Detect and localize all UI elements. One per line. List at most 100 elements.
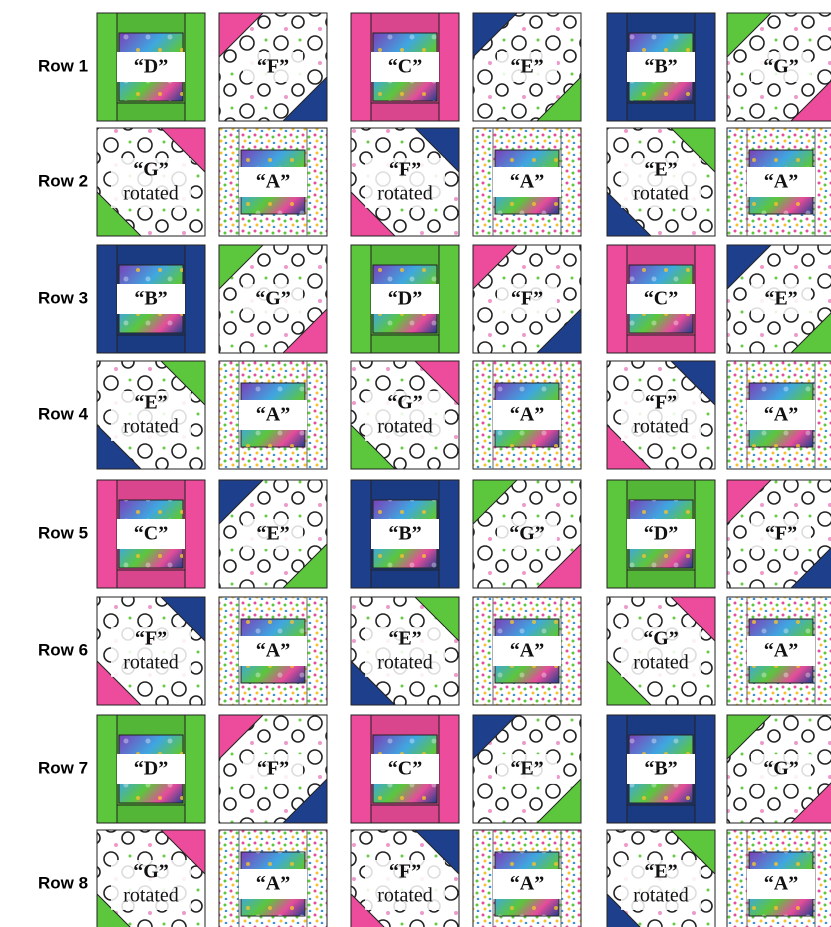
- quilt-block: “D”: [606, 479, 716, 589]
- label-box: [243, 754, 303, 784]
- corner-triangle: [726, 12, 773, 59]
- block-label: “F”: [257, 758, 289, 780]
- corner-triangle: [218, 244, 265, 291]
- label-box: [493, 400, 561, 430]
- quilt-block: “E”: [726, 244, 831, 354]
- corner-triangle: [472, 12, 519, 59]
- label-box: [239, 400, 307, 430]
- row-label: Row 2: [38, 171, 88, 190]
- label-box: [627, 284, 695, 314]
- quilt-block: “F”rotated: [350, 829, 460, 927]
- quilt-block: “G”rotated: [96, 829, 206, 927]
- label-box: [365, 158, 445, 208]
- label-box: [497, 754, 557, 784]
- label-box: [747, 869, 815, 899]
- label-box: [243, 284, 303, 314]
- quilt-block: “B”: [96, 244, 206, 354]
- block-label: “B”: [644, 56, 677, 78]
- corner-triangle: [96, 423, 143, 470]
- block-label: “A”: [510, 873, 544, 895]
- block-label: “A”: [256, 873, 290, 895]
- block-note: rotated: [633, 652, 689, 674]
- label-box: [497, 52, 557, 82]
- quilt-block: “C”: [606, 244, 716, 354]
- block-label: “B”: [134, 288, 167, 310]
- corner-triangle: [159, 360, 206, 407]
- block-label: “F”: [645, 392, 677, 414]
- label-box: [627, 52, 695, 82]
- corner-triangle: [472, 714, 519, 761]
- quilt-block: “E”rotated: [606, 829, 716, 927]
- block-label: “A”: [764, 171, 798, 193]
- quilt-block: “A”: [726, 829, 831, 927]
- label-box: [243, 52, 303, 82]
- block-note: rotated: [377, 652, 433, 674]
- label-box: [111, 391, 191, 441]
- quilt-block: “A”: [472, 596, 582, 706]
- label-box: [111, 158, 191, 208]
- block-label: “F”: [389, 159, 421, 181]
- label-box: [621, 860, 701, 910]
- row-label: Row 4: [38, 404, 89, 423]
- label-box: [117, 52, 185, 82]
- quilt-block: “E”: [472, 12, 582, 122]
- corner-triangle: [472, 244, 519, 291]
- block-label: “F”: [765, 523, 797, 545]
- quilt-block: “F”: [472, 244, 582, 354]
- label-box: [751, 754, 811, 784]
- block-label: “G”: [509, 523, 545, 545]
- label-box: [239, 167, 307, 197]
- row-label: Row 1: [38, 56, 88, 75]
- quilt-block: “B”: [606, 714, 716, 824]
- quilt-block: “A”: [218, 360, 328, 470]
- corner-triangle: [281, 777, 328, 824]
- block-label: “E”: [510, 758, 543, 780]
- block-label: “E”: [388, 628, 421, 650]
- corner-triangle: [606, 190, 653, 237]
- corner-triangle: [218, 479, 265, 526]
- corner-triangle: [159, 596, 206, 643]
- quilt-block: “F”: [726, 479, 831, 589]
- quilt-block: “D”: [350, 244, 460, 354]
- block-label: “A”: [764, 404, 798, 426]
- quilt-block: “A”: [472, 127, 582, 237]
- block-label: “E”: [644, 159, 677, 181]
- quilt-block: “F”rotated: [96, 596, 206, 706]
- row-label: Row 8: [38, 873, 88, 892]
- corner-triangle: [789, 782, 831, 824]
- row-label: Row 7: [38, 758, 88, 777]
- block-label: “G”: [763, 758, 799, 780]
- corner-triangle: [472, 479, 519, 526]
- block-note: rotated: [377, 885, 433, 907]
- block-label: “F”: [511, 288, 543, 310]
- block-label: “C”: [134, 523, 168, 545]
- quilt-block: “C”: [350, 12, 460, 122]
- quilt-block: “E”: [472, 714, 582, 824]
- corner-triangle: [669, 127, 716, 174]
- quilt-block: “E”rotated: [96, 360, 206, 470]
- block-label: “G”: [133, 861, 169, 883]
- block-label: “F”: [135, 628, 167, 650]
- block-label: “A”: [764, 640, 798, 662]
- corner-triangle: [535, 75, 582, 122]
- quilt-block: “G”rotated: [350, 360, 460, 470]
- block-label: “G”: [643, 628, 679, 650]
- label-box: [371, 52, 439, 82]
- label-box: [239, 869, 307, 899]
- corner-triangle: [413, 596, 460, 643]
- block-label: “G”: [763, 56, 799, 78]
- corner-triangle: [281, 307, 328, 354]
- quilt-block: “A”: [472, 829, 582, 927]
- block-note: rotated: [123, 652, 179, 674]
- corner-triangle: [535, 542, 582, 589]
- corner-triangle: [413, 360, 460, 407]
- corner-triangle: [350, 423, 397, 470]
- block-label: “D”: [134, 56, 168, 78]
- label-box: [497, 519, 557, 549]
- corner-triangle: [281, 542, 328, 589]
- quilt-block: “F”: [218, 714, 328, 824]
- quilt-block: “A”: [218, 829, 328, 927]
- label-box: [111, 860, 191, 910]
- block-label: “A”: [510, 404, 544, 426]
- block-label: “E”: [644, 861, 677, 883]
